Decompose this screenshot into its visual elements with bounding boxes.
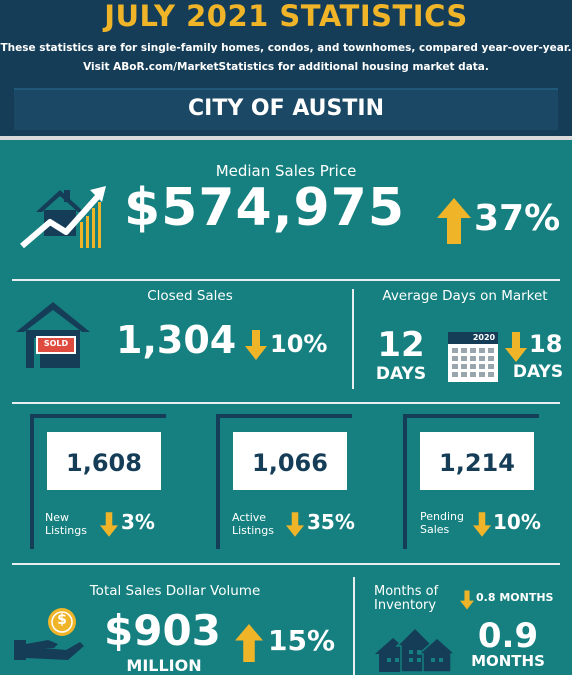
down-arrow-icon <box>505 332 527 362</box>
pending-sales-value: 1,214 <box>439 449 515 477</box>
days-change-value: 18 <box>529 330 563 358</box>
active-listings-label-2: Listings <box>232 524 274 537</box>
down-arrow-icon <box>100 512 118 537</box>
subtitle-line-1: These statistics are for single-family h… <box>0 42 572 54</box>
divider-2 <box>12 402 560 404</box>
active-listings-card: 1,066 <box>233 432 347 490</box>
active-listings-change: 35% <box>307 510 355 534</box>
subtitle-line-2: Visit ABoR.com/MarketStatistics for addi… <box>83 61 489 73</box>
inventory-value: 0.9 <box>477 616 539 656</box>
down-arrow-icon <box>286 512 304 537</box>
sign-post-active <box>216 414 220 549</box>
up-arrow-icon <box>437 198 471 244</box>
median-price-value: $574,975 <box>124 178 406 238</box>
closed-sales-change: 10% <box>270 330 328 358</box>
days-change-unit: DAYS <box>512 362 564 382</box>
volume-unit: MILLION <box>126 656 202 675</box>
days-on-market-label: Average Days on Market <box>382 288 548 304</box>
inventory-label-2: Inventory <box>374 598 437 613</box>
pending-sales-label-2: Sales <box>420 523 450 536</box>
down-arrow-icon <box>460 590 474 610</box>
divider-vertical-2 <box>353 577 355 675</box>
volume-change: 15% <box>268 624 336 657</box>
sign-arm-new <box>30 414 166 418</box>
money-hand-icon <box>14 608 84 660</box>
coin-symbol: $ <box>57 612 67 628</box>
days-on-market-value: 12 <box>377 325 425 365</box>
page-title: JULY 2021 STATISTICS <box>104 0 468 33</box>
closed-sales-value: 1,304 <box>116 318 237 362</box>
house-growth-icon <box>20 186 106 249</box>
calendar-year: 2020 <box>472 333 496 342</box>
active-listings-value: 1,066 <box>252 449 328 477</box>
new-listings-label-1: New <box>45 511 69 524</box>
new-listings-change: 3% <box>121 510 155 534</box>
new-listings-label-2: Listings <box>45 524 87 537</box>
down-arrow-icon <box>245 330 267 360</box>
header-divider <box>0 136 572 140</box>
pending-sales-change: 10% <box>493 510 541 534</box>
sign-post-new <box>30 414 34 549</box>
median-price-change: 37% <box>474 198 561 239</box>
inventory-change: 0.8 MONTHS <box>476 591 554 604</box>
city-band <box>14 88 558 130</box>
sign-post-pending <box>403 414 407 549</box>
sign-arm-active <box>216 414 352 418</box>
inventory-unit: MONTHS <box>471 652 545 670</box>
city-name: CITY OF AUSTIN <box>188 96 384 121</box>
houses-icon <box>375 626 455 672</box>
new-listings-card: 1,608 <box>47 432 161 490</box>
median-price-label: Median Sales Price <box>215 162 357 180</box>
volume-label: Total Sales Dollar Volume <box>89 583 261 599</box>
inventory-label-1: Months of <box>374 584 439 599</box>
sold-sign-text: SOLD <box>43 339 69 348</box>
pending-sales-label-1: Pending <box>420 510 464 523</box>
new-listings-value: 1,608 <box>66 449 142 477</box>
active-listings-label-1: Active <box>232 511 267 524</box>
volume-value: $903 <box>104 606 221 655</box>
divider-vertical-1 <box>352 289 354 389</box>
days-on-market-unit: DAYS <box>375 364 427 384</box>
closed-sales-label: Closed Sales <box>147 288 233 304</box>
down-arrow-icon <box>473 512 491 537</box>
sign-arm-pending <box>403 414 539 418</box>
divider-3 <box>12 563 560 565</box>
up-arrow-icon <box>235 624 263 662</box>
pending-sales-card: 1,214 <box>420 432 534 490</box>
calendar-icon <box>448 332 498 382</box>
divider-1 <box>12 279 560 281</box>
sold-house-icon <box>16 302 90 368</box>
